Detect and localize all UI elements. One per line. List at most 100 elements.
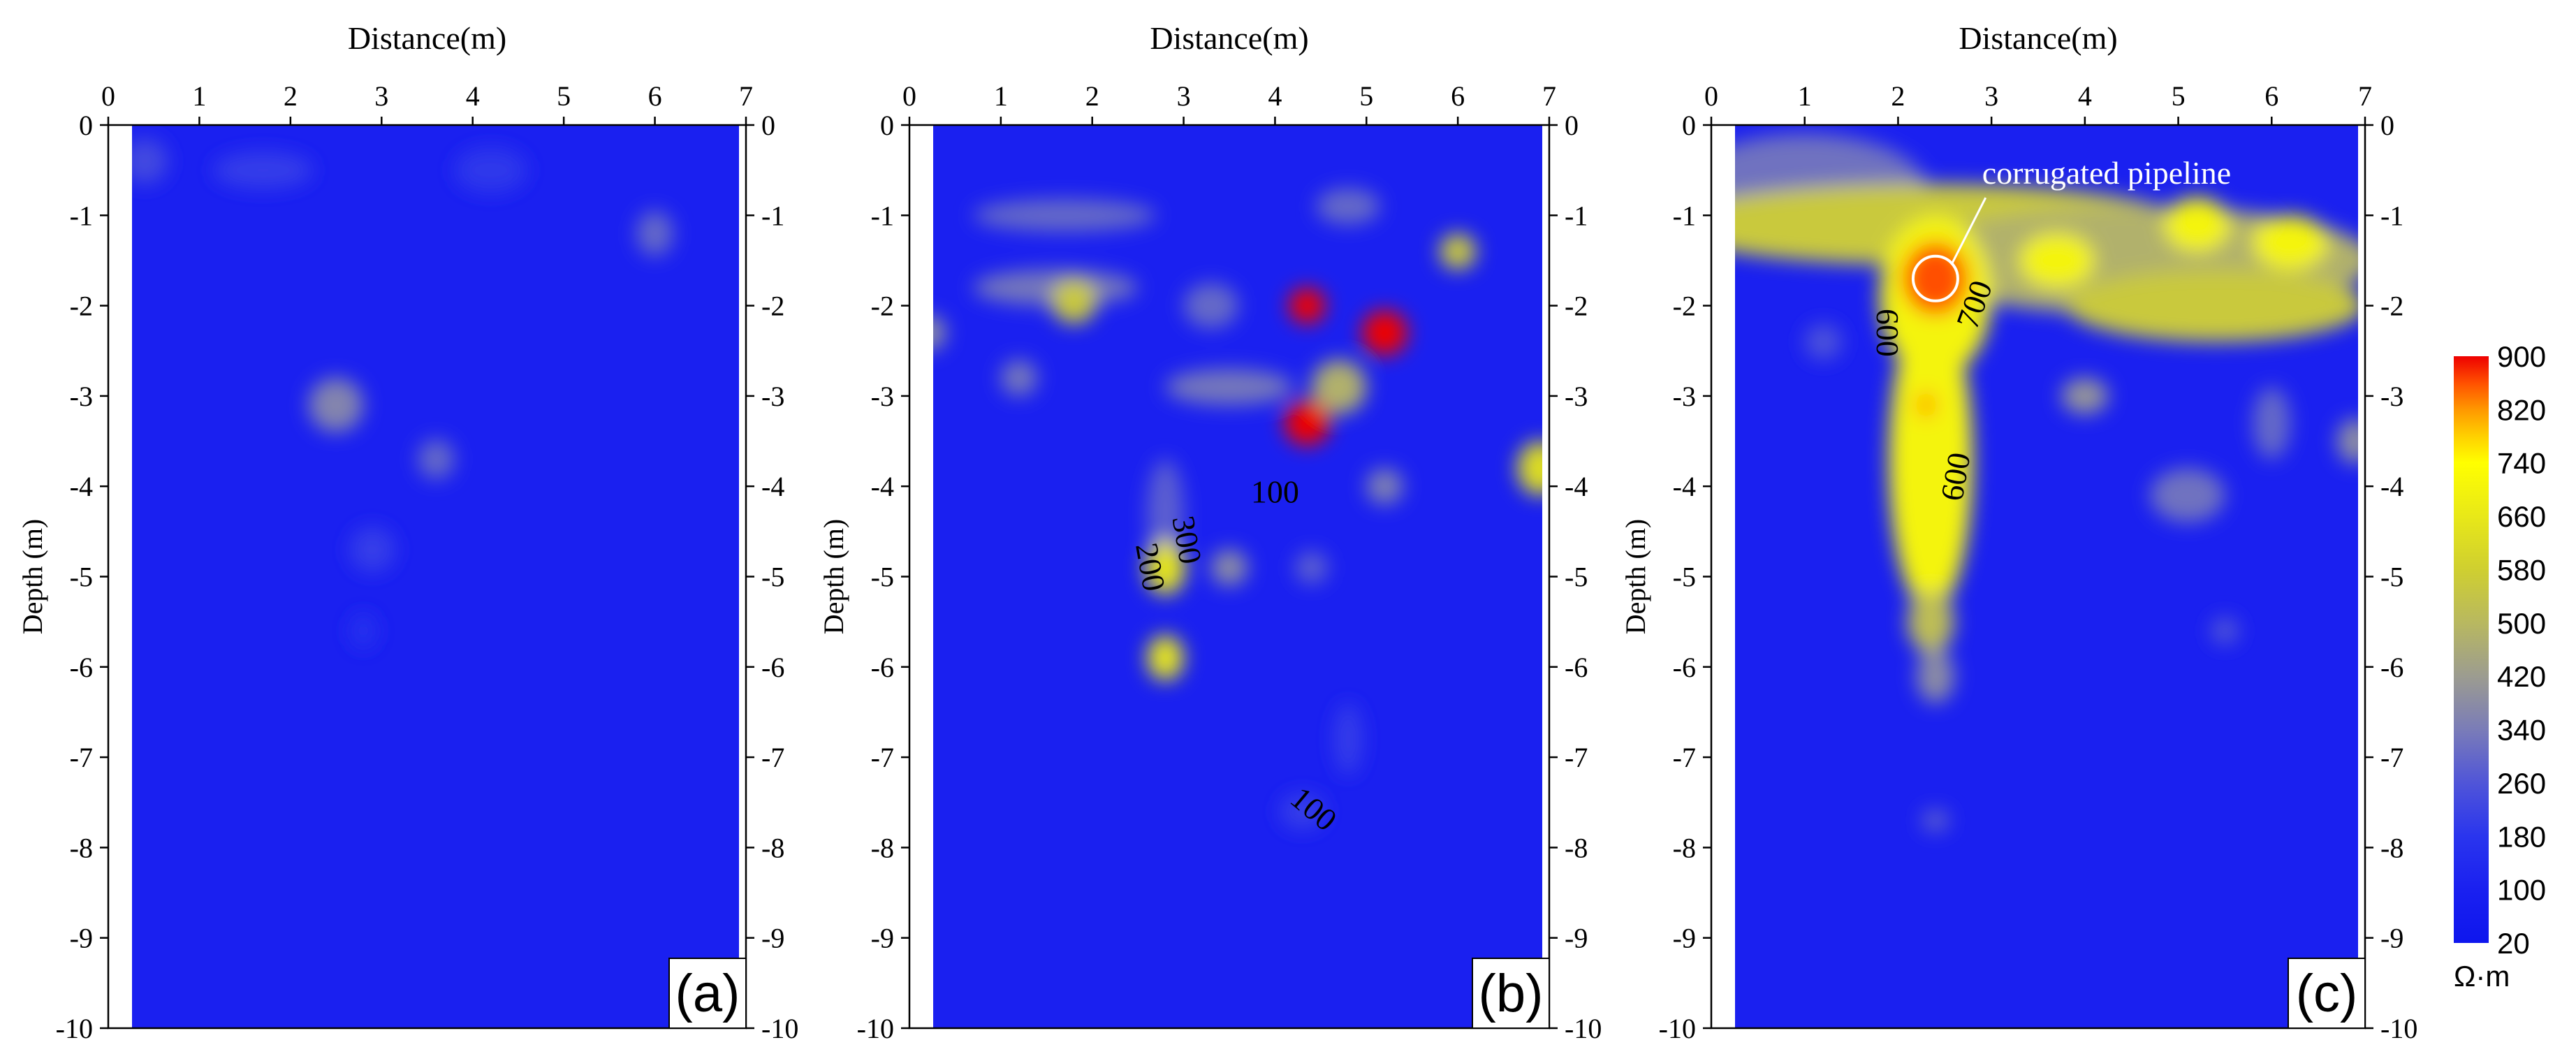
y-tick-label-right: -6: [1565, 652, 1588, 683]
y-tick-label-right: -6: [761, 652, 784, 683]
y-tick-label-right: -4: [761, 471, 784, 502]
resistivity-anomaly: [1334, 703, 1362, 775]
y-tick-label: -1: [1673, 200, 1696, 231]
y-tick-label-right: -4: [1565, 471, 1588, 502]
colorbar-tick-label: 500: [2497, 607, 2546, 640]
y-tick-label-right: -10: [761, 1013, 798, 1044]
x-tick-label: 2: [284, 80, 298, 112]
resistivity-anomaly: [1147, 635, 1184, 681]
y-tick-label: -1: [70, 200, 93, 231]
y-axis-label: Depth (m): [818, 519, 849, 635]
colorbar-tick-label: 820: [2497, 393, 2546, 426]
y-tick-label: -2: [871, 291, 894, 322]
colorbar-tick-label: 260: [2497, 767, 2546, 800]
y-tick-label: -10: [56, 1013, 93, 1044]
panel-tag: (a): [675, 964, 740, 1023]
colorbar-tick-label: 660: [2497, 500, 2546, 533]
panel-tag-box: [1472, 958, 1550, 1029]
y-tick-label-right: -4: [2380, 471, 2403, 502]
y-tick-label: -7: [70, 742, 93, 773]
x-tick-label: 2: [1085, 80, 1099, 112]
resistivity-anomaly: [1903, 242, 1968, 315]
resistivity-anomaly: [1889, 305, 1973, 613]
y-tick-label: -6: [1673, 652, 1696, 683]
x-tick-label: 3: [1177, 80, 1191, 112]
x-tick-label: 5: [1359, 80, 1373, 112]
resistivity-anomaly: [1000, 360, 1038, 396]
annotation-label: corrugated pipeline: [1982, 155, 2231, 191]
y-tick-label-right: -8: [1565, 832, 1588, 863]
y-tick-label: -4: [70, 471, 93, 502]
resistivity-anomaly: [2253, 386, 2291, 460]
panel-tag: (b): [1479, 964, 1544, 1023]
y-tick-label-right: 0: [1565, 110, 1579, 141]
y-tick-label-right: -8: [2380, 832, 2403, 863]
resistivity-anomaly: [1295, 551, 1329, 584]
resistivity-anomaly: [1921, 810, 1949, 832]
x-tick-label: 4: [1268, 80, 1282, 112]
y-tick-label-right: -1: [761, 200, 784, 231]
x-tick-label: 3: [1984, 80, 1998, 112]
y-tick-label: -6: [70, 652, 93, 683]
resistivity-anomaly: [454, 147, 527, 193]
y-tick-label-right: -3: [761, 381, 784, 412]
y-tick-label: -5: [1673, 562, 1696, 593]
y-tick-label: -7: [1673, 742, 1696, 773]
contour-label: 100: [1251, 474, 1299, 510]
y-axis-label: Depth (m): [1620, 519, 1651, 635]
resistivity-anomaly: [1316, 188, 1380, 225]
x-tick-label: 6: [1451, 80, 1465, 112]
x-tick-label: 6: [648, 80, 662, 112]
y-tick-label-right: -9: [2380, 923, 2403, 954]
x-axis-label: Distance(m): [1150, 20, 1308, 56]
y-tick-label: -9: [871, 923, 894, 954]
x-axis-label: Distance(m): [1959, 20, 2117, 56]
resistivity-anomaly: [132, 138, 168, 184]
y-tick-label-right: -2: [2380, 291, 2403, 322]
y-tick-label: -3: [70, 381, 93, 412]
y-tick-label-right: -1: [1565, 200, 1588, 231]
y-tick-label-right: -5: [1565, 562, 1588, 593]
colorbar-tick-label: 340: [2497, 714, 2546, 747]
resistivity-anomaly: [1210, 549, 1248, 586]
y-tick-label: -4: [871, 471, 894, 502]
y-tick-label-right: -8: [761, 832, 784, 863]
x-tick-label: 2: [1891, 80, 1905, 112]
colorbar-tick-label: 420: [2497, 660, 2546, 693]
y-tick-label: -3: [1673, 381, 1696, 412]
panel-tag: (c): [2296, 964, 2358, 1023]
resistivity-anomaly: [1915, 391, 1938, 419]
y-tick-label-right: -2: [1565, 291, 1588, 322]
x-tick-label: 0: [101, 80, 115, 112]
y-tick-label: -10: [857, 1013, 894, 1044]
y-tick-label: 0: [880, 110, 894, 141]
resistivity-anomaly: [1051, 278, 1097, 324]
colorbar-unit: Ω·m: [2454, 960, 2510, 993]
y-tick-label-right: -7: [1565, 742, 1588, 773]
resistivity-anomaly: [2066, 269, 2358, 342]
y-axis-label: Depth (m): [17, 519, 48, 635]
resistivity-anomaly: [1917, 648, 1954, 703]
resistivity-anomaly: [212, 152, 314, 189]
y-tick-label-right: -9: [1565, 923, 1588, 954]
x-tick-label: 3: [374, 80, 388, 112]
resistivity-anomaly: [1311, 360, 1367, 414]
y-tick-label: -9: [1673, 923, 1696, 954]
y-tick-label: -6: [871, 652, 894, 683]
y-tick-label-right: 0: [2380, 110, 2394, 141]
resistivity-anomaly: [2150, 468, 2225, 522]
y-tick-label-right: -2: [761, 291, 784, 322]
resistivity-anomaly: [2061, 378, 2109, 414]
resistivity-anomaly: [2336, 418, 2358, 464]
anomaly-group: [132, 138, 673, 649]
x-tick-label: 7: [739, 80, 753, 112]
x-tick-label: 0: [902, 80, 916, 112]
y-tick-label: 0: [79, 110, 93, 141]
y-tick-label-right: -3: [1565, 381, 1588, 412]
y-tick-label-right: -10: [1565, 1013, 1602, 1044]
y-tick-label-right: -3: [2380, 381, 2403, 412]
resistivity-anomaly: [1145, 540, 1186, 595]
y-tick-label: -3: [871, 381, 894, 412]
